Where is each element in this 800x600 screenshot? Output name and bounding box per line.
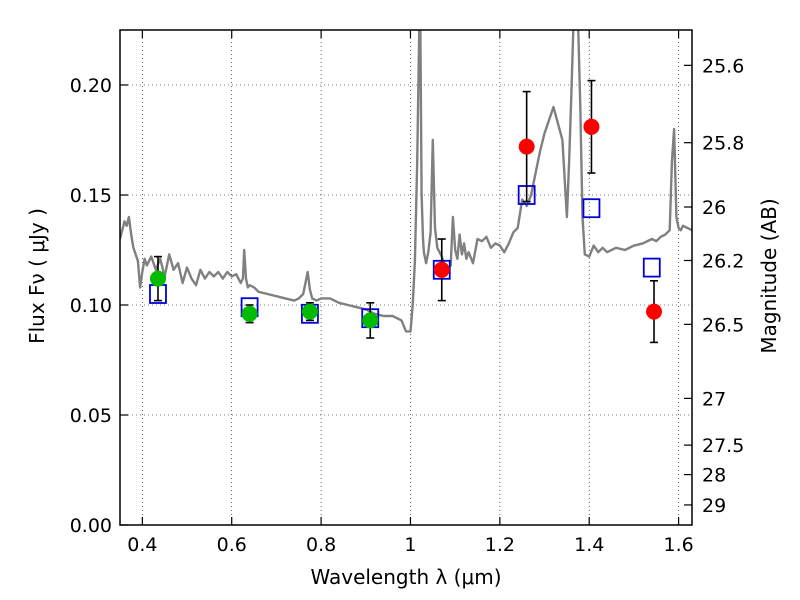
y-tick-label-2: 0.10 bbox=[70, 295, 112, 317]
plot-frame bbox=[119, 29, 693, 526]
observed-flux-point-s1-1 bbox=[518, 138, 535, 155]
observed-flux-point-s0-0 bbox=[149, 270, 166, 287]
x-tick-label-6: 1.6 bbox=[663, 534, 693, 556]
mag-tick-label-3: 26.2 bbox=[702, 251, 744, 273]
observed-flux-point-s1-2 bbox=[583, 118, 600, 135]
model-flux-square-7 bbox=[642, 257, 661, 278]
model-flux-square-6 bbox=[582, 198, 601, 219]
mag-tick-label-5: 27 bbox=[702, 388, 726, 410]
mag-tick-label-6: 27.5 bbox=[702, 435, 744, 457]
y-tick-label-0: 0.00 bbox=[70, 515, 112, 537]
mag-tick-label-0: 25.6 bbox=[702, 55, 744, 77]
observed-flux-point-s0-2 bbox=[301, 303, 318, 320]
x-tick-label-0: 0.4 bbox=[127, 534, 157, 556]
mag-tick-label-4: 26.5 bbox=[702, 314, 744, 336]
x-tick-label-5: 1.4 bbox=[574, 534, 604, 556]
mag-tick-label-8: 29 bbox=[702, 495, 726, 517]
x-axis-label: Wavelength λ (μm) bbox=[310, 565, 501, 589]
mag-tick-label-2: 26 bbox=[702, 197, 726, 219]
y-axis-label: Flux Fν ( μJy ) bbox=[25, 208, 49, 344]
observed-flux-point-s0-3 bbox=[362, 312, 379, 329]
mag-tick-label-1: 25.8 bbox=[702, 133, 744, 155]
x-tick-label-3: 1 bbox=[404, 534, 416, 556]
y-tick-label-4: 0.20 bbox=[70, 75, 112, 97]
magnitude-axis-label: Magnitude (AB) bbox=[757, 198, 781, 353]
plot-content bbox=[120, 30, 692, 344]
observed-flux-point-s1-0 bbox=[433, 261, 450, 278]
x-tick-label-2: 0.8 bbox=[306, 534, 336, 556]
y-tick-label-3: 0.15 bbox=[70, 185, 112, 207]
x-tick-label-4: 1.2 bbox=[485, 534, 515, 556]
observed-flux-point-s1-3 bbox=[646, 303, 663, 320]
axis-ticks: 0.4 0.6 0.8 1 1.2 1.4 1.6 0.00 0.05 0.10 0.15 0.20 2… bbox=[70, 30, 744, 556]
observed-flux-point-s0-1 bbox=[241, 305, 258, 322]
model-spectrum-line bbox=[120, 30, 692, 333]
mag-tick-label-7: 28 bbox=[702, 465, 726, 487]
x-tick-label-1: 0.6 bbox=[217, 534, 247, 556]
y-tick-label-1: 0.05 bbox=[70, 405, 112, 427]
